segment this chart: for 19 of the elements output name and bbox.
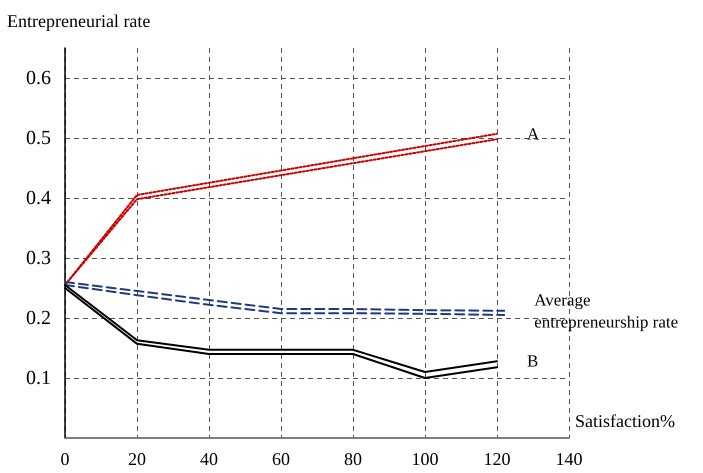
x-tick-label: 0 [60,449,70,469]
series-label: A [527,124,540,144]
y-tick-label: 0.1 [26,367,51,389]
y-tick-label: 0.2 [26,307,51,329]
x-tick-label: 20 [128,449,146,469]
x-tick-label: 100 [412,449,438,469]
x-tick-label: 60 [272,449,290,469]
series-label: Average entrepreneurship rate [534,290,678,332]
y-axis-title: Entrepreneurial rate [7,11,150,31]
x-axis-title: Satisfaction% [575,411,675,431]
y-tick-label: 0.4 [26,187,51,209]
x-tick-label: 140 [556,449,582,469]
series-label: B [527,352,538,371]
x-tick-label: 80 [344,449,362,469]
x-tick-label: 120 [484,449,510,469]
x-tick-label: 40 [200,449,218,469]
y-tick-label: 0.5 [26,127,51,149]
y-tick-label: 0.6 [26,67,51,89]
y-tick-label: 0.3 [26,247,51,269]
